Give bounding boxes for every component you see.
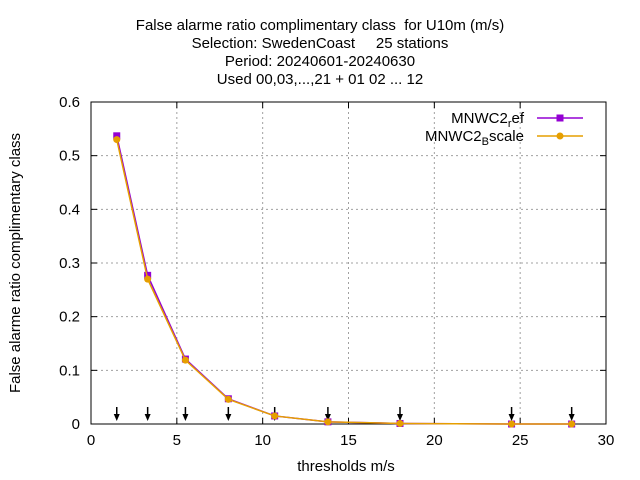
threshold-arrow: [568, 407, 575, 421]
data-point: [113, 132, 121, 140]
legend-label-subscript: r: [508, 118, 512, 130]
threshold-arrow: [113, 407, 120, 421]
x-tick-label: 5: [173, 432, 181, 449]
y-axis-label: False alarme ratio complimentary class: [7, 133, 24, 393]
x-tick-label: 15: [340, 432, 357, 449]
threshold-arrow-head: [324, 414, 331, 421]
chart-title-line-3: Period: 20240601-20240630: [224, 53, 416, 70]
threshold-arrow: [397, 407, 403, 421]
y-tick-label: 0.4: [59, 201, 80, 218]
legend-label-subscript: B: [482, 136, 489, 148]
legend-marker: [556, 114, 564, 122]
x-tick-label: 0: [87, 432, 95, 449]
data-point: [508, 420, 516, 428]
series-line: [116, 139, 572, 425]
y-tick-label: 0.5: [59, 148, 80, 165]
chart-title-line-2: Selection: SwedenCoast 25 stations: [191, 35, 449, 52]
threshold-arrow-head: [113, 414, 120, 421]
series-circle: [113, 136, 576, 428]
data-series: [113, 132, 576, 428]
threshold-arrow-head: [568, 414, 575, 421]
data-point: [224, 395, 232, 403]
threshold-arrow-head: [397, 414, 403, 421]
threshold-arrow-head: [508, 414, 515, 421]
legend-label: MNWC2Bscale: [425, 128, 524, 148]
legend-entry: MNWC2Bscale: [425, 128, 583, 148]
threshold-arrow-head: [225, 414, 232, 421]
data-point: [144, 271, 152, 279]
x-tick-label: 30: [598, 432, 615, 449]
data-point: [113, 136, 121, 144]
data-point: [324, 418, 332, 426]
axis-ticks: 0 5 10 15 20 25 30 0 0.1 0.2 0.3 0.4 0.5 0.6: [59, 94, 614, 449]
y-tick-label: 0.6: [59, 94, 80, 111]
x-tick-label: 25: [512, 432, 529, 449]
series-square: [113, 132, 576, 428]
threshold-arrow: [144, 407, 151, 421]
threshold-arrow: [508, 407, 515, 421]
chart-title-line-1: False alarme ratio complimentary class f…: [135, 17, 505, 34]
threshold-arrow: [182, 407, 189, 421]
data-point: [568, 420, 576, 428]
legend-label-rest: scale: [489, 128, 524, 145]
data-point: [181, 356, 189, 364]
x-tick-label: 20: [426, 432, 443, 449]
grid-lines: [91, 102, 606, 424]
series-line: [116, 135, 572, 425]
x-axis-label: thresholds m/s: [297, 458, 395, 475]
legend-label: MNWC2ref: [451, 110, 525, 130]
data-point: [396, 419, 404, 427]
threshold-arrow: [225, 407, 232, 421]
legend-label-main: MNWC2: [451, 110, 508, 127]
threshold-arrow-head: [182, 414, 189, 421]
y-tick-label: 0.2: [59, 309, 80, 326]
y-tick-label: 0: [72, 416, 80, 433]
threshold-arrow-head: [144, 414, 151, 421]
y-tick-label: 0.3: [59, 255, 80, 272]
y-tick-label: 0.1: [59, 362, 80, 379]
legend-label-rest: ef: [511, 110, 524, 127]
legend-label-main: MNWC2: [425, 128, 482, 145]
chart-title-line-4: Used 00,03,...,21 + 01 02 ... 12: [216, 71, 424, 88]
data-point: [271, 412, 279, 420]
threshold-arrows: [113, 407, 575, 421]
x-tick-label: 10: [254, 432, 271, 449]
legend-entry: MNWC2ref: [451, 110, 583, 130]
legend-marker: [556, 132, 564, 140]
threshold-arrow: [324, 407, 331, 421]
data-point: [144, 275, 152, 283]
